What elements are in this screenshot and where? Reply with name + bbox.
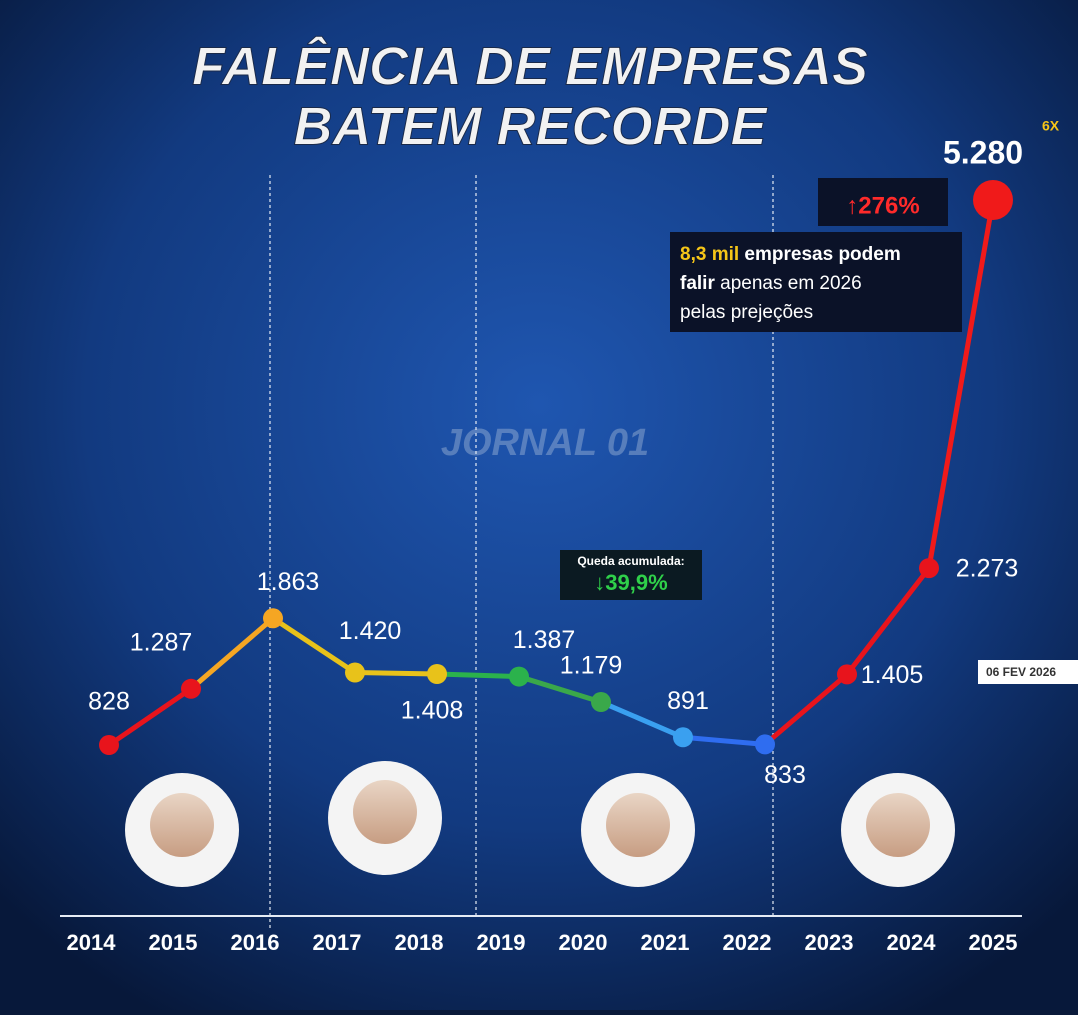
x-tick-label: 2014 xyxy=(67,930,117,955)
point xyxy=(181,678,201,699)
projection-bold: empresas podem xyxy=(739,244,901,265)
point xyxy=(345,662,365,683)
plot: 2014 2015 2016 2017 2018 2019 2020 2021 2022 2023… xyxy=(67,134,1024,954)
point xyxy=(973,180,1013,220)
projection-box xyxy=(670,232,962,332)
date-label: 06 FEV 2026 xyxy=(986,665,1056,679)
x-tick-label: 2021 xyxy=(641,930,690,955)
line-segment xyxy=(516,674,604,705)
projection-highlight: 8,3 mil xyxy=(680,244,739,265)
line-segment xyxy=(680,734,768,747)
line-segment xyxy=(188,615,276,692)
point xyxy=(919,558,939,579)
drop-value: ↓39,9% xyxy=(594,570,667,595)
watermark: JORNAL 01 xyxy=(441,422,649,464)
portrait-face xyxy=(353,780,417,844)
x-tick-label: 2023 xyxy=(805,930,854,955)
increase-label: ↑276% xyxy=(846,192,919,219)
x-tick-label: 2024 xyxy=(887,930,937,955)
value-label: 1.405 xyxy=(861,661,924,689)
value-label: 1.179 xyxy=(560,652,623,680)
portrait-face xyxy=(606,793,670,857)
point xyxy=(755,734,775,755)
point xyxy=(837,664,857,685)
value-label: 2.273 xyxy=(956,555,1019,583)
value-label: 1.387 xyxy=(513,626,576,654)
value-label: 833 xyxy=(764,761,806,789)
x-tick-label: 2022 xyxy=(723,930,772,955)
x-tick-label: 2025 xyxy=(969,930,1018,955)
portraits xyxy=(125,761,955,887)
value-label: 1.408 xyxy=(401,697,464,725)
multiplier-label: 6X xyxy=(1042,118,1060,134)
point xyxy=(427,663,447,684)
line-segment xyxy=(926,197,996,571)
projection-text: falir apenas em 2026 xyxy=(680,273,862,294)
point xyxy=(99,735,119,755)
x-tick-label: 2019 xyxy=(477,930,526,955)
point xyxy=(509,666,529,687)
title-line: BATEM RECORDE xyxy=(293,96,768,156)
value-label: 1.863 xyxy=(257,568,320,596)
date-box xyxy=(978,660,1078,684)
portrait-face xyxy=(150,793,214,857)
drop-box xyxy=(560,550,702,600)
increase-box xyxy=(818,178,948,226)
line-segment xyxy=(434,671,522,680)
value-label: 5.280 xyxy=(943,134,1023,170)
value-label: 1.287 xyxy=(130,628,193,656)
point xyxy=(591,692,611,713)
x-tick-label: 2020 xyxy=(559,930,608,955)
line-segment xyxy=(762,671,850,747)
line-segment xyxy=(598,699,686,740)
x-tick-label: 2017 xyxy=(313,930,362,955)
projection-bold: falir xyxy=(680,273,715,294)
point xyxy=(673,727,693,748)
value-label: 828 xyxy=(88,688,130,716)
drop-title: Queda acumulada: xyxy=(577,554,684,568)
point xyxy=(263,608,283,629)
x-tick-label: 2016 xyxy=(231,930,280,955)
value-label: 1.420 xyxy=(339,617,402,645)
x-tick-label: 2018 xyxy=(395,930,444,955)
line-segment xyxy=(844,565,932,677)
title-line: FALÊNCIA DE EMPRESAS xyxy=(192,35,868,96)
x-tick-label: 2015 xyxy=(149,930,198,955)
portrait-face xyxy=(866,793,930,857)
projection-text: 8,3 mil empresas podem xyxy=(680,244,901,265)
projection-normal: apenas em 2026 xyxy=(715,273,862,294)
line-segment xyxy=(352,670,440,677)
projection-text: pelas prejeções xyxy=(680,302,813,323)
line-segment xyxy=(106,686,194,748)
line-segment xyxy=(270,615,358,676)
value-label: 891 xyxy=(667,687,709,715)
